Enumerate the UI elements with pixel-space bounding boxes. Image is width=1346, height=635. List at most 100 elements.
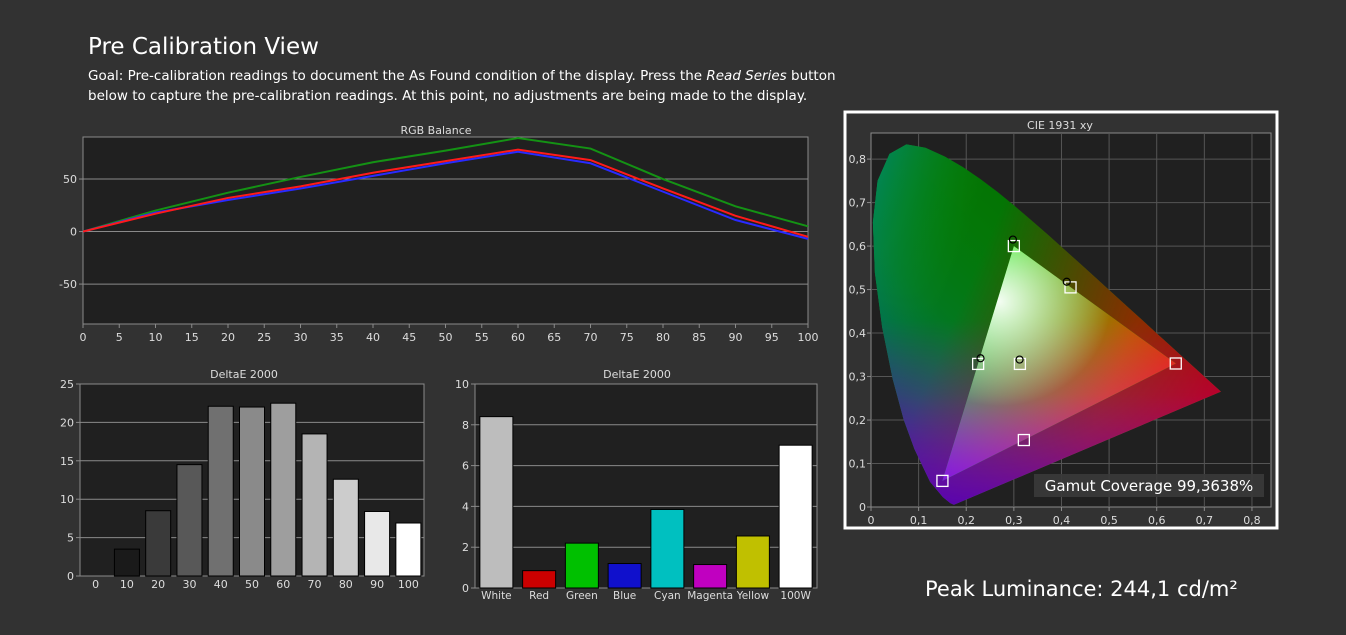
rgb-xtick-label: 95 (765, 331, 779, 344)
deltae-grayscale-title: DeltaE 2000 (210, 368, 278, 381)
read-series-emphasis: Read Series (706, 68, 787, 84)
cie-xtick-label: 0 (868, 514, 875, 527)
gray-bar (332, 478, 359, 577)
deltae-colors-title: DeltaE 2000 (603, 368, 671, 381)
gray-xtick-label: 90 (370, 578, 384, 591)
cie-xtick-label: 0,7 (1196, 514, 1214, 527)
color-xtick-label: Cyan (654, 590, 681, 602)
cie-xtick-label: 0,4 (1053, 514, 1071, 527)
cie-xtick-label: 0,6 (1148, 514, 1166, 527)
gamut-coverage-box (1034, 474, 1264, 497)
peak-luminance: Peak Luminance: 244,1 cd/m² (925, 577, 1238, 601)
gray-xtick-label: 100 (398, 578, 419, 591)
gray-bar (239, 406, 265, 577)
gray-xtick-label: 0 (92, 578, 99, 591)
gray-bar (145, 510, 172, 577)
cie-target-square (971, 357, 985, 371)
rgb-xtick-label: 10 (149, 331, 163, 344)
color-bar (693, 564, 728, 589)
gray-xtick-label: 50 (245, 578, 259, 591)
cie-target-square (936, 474, 949, 488)
color-ytick-label: 2 (462, 541, 469, 554)
gamut-coverage-label: Gamut Coverage 99,3638% (1045, 477, 1254, 495)
gray-xtick-label: 60 (276, 578, 290, 591)
cie-frame (843, 110, 1279, 530)
gray-bar (395, 522, 422, 577)
blue-balance-line (82, 150, 809, 240)
rgb-xtick-label: 50 (439, 331, 453, 344)
cie-xtick-label: 0,8 (1243, 514, 1261, 527)
color-bar (650, 508, 685, 589)
cie-target-square (1013, 357, 1027, 371)
rgb-xtick-label: 100 (798, 331, 819, 344)
rgb-xtick-label: 70 (584, 331, 598, 344)
rgb-xtick-label: 65 (547, 331, 561, 344)
cie-measured-point (1015, 355, 1024, 364)
cie-ytick-label: 0,7 (849, 197, 867, 210)
cie-ytick-label: 0,5 (849, 284, 867, 297)
page-title: Pre Calibration View (88, 34, 319, 60)
color-xtick-label: 100W (780, 590, 811, 602)
color-ytick-label: 4 (462, 500, 469, 513)
color-xtick-label: Blue (613, 590, 636, 602)
color-ytick-label: 6 (462, 460, 469, 473)
color-bar (479, 416, 514, 589)
rgb-xtick-label: 55 (475, 331, 489, 344)
color-bar (778, 444, 813, 589)
rgb-xtick-label: 35 (330, 331, 344, 344)
color-xtick-label: Green (566, 590, 598, 602)
gray-xtick-label: 20 (151, 578, 165, 591)
gray-ytick-label: 0 (67, 570, 74, 583)
rgb-balance-chart: RGB Balance 50 0 -50 0 5 10 15 20 25 30 35 40 45 50 55… (59, 124, 818, 344)
gray-xtick-label: 30 (182, 578, 196, 591)
deltae-colors-chart: DeltaE 2000 10 8 6 4 2 0 White Red Green Blue Cyan… (455, 368, 818, 602)
gray-bar (176, 464, 203, 577)
cie-ytick-label: 0 (859, 501, 866, 514)
rgb-xtick-label: 30 (294, 331, 308, 344)
cie-chart: CIE 1931 xy 0 0,1 0,2 0,3 0,4 0,5 0,6 0,7 0,8 0 0,… (843, 110, 1279, 530)
color-bar (522, 570, 557, 589)
cie-title: CIE 1931 xy (1027, 119, 1093, 132)
rgb-ytick-label: -50 (59, 278, 77, 291)
cie-ytick-label: 0,2 (849, 414, 867, 427)
color-xtick-label: Red (529, 590, 549, 602)
rgb-balance-title: RGB Balance (400, 124, 471, 137)
cie-xtick-label: 0,2 (957, 514, 975, 527)
color-xtick-label: White (481, 590, 512, 602)
color-xtick-label: Magenta (687, 590, 733, 602)
color-bar (564, 542, 599, 589)
gray-xtick-label: 40 (214, 578, 228, 591)
rgb-ytick-label: 0 (70, 226, 77, 239)
rgb-xtick-label: 60 (511, 331, 525, 344)
rgb-xtick-label: 45 (402, 331, 416, 344)
cie-measured-point (976, 354, 985, 363)
cie-measured-point (1008, 235, 1018, 244)
cie-measured-point (1062, 277, 1071, 286)
cie-ytick-label: 0,8 (849, 153, 867, 166)
gray-bar (207, 405, 234, 577)
cie-ytick-label: 0,6 (849, 240, 867, 253)
cie-target-square (1017, 433, 1031, 447)
gray-ytick-label: 25 (60, 378, 74, 391)
rgb-xtick-label: 15 (185, 331, 199, 344)
cie-ytick-label: 0,4 (849, 327, 867, 340)
rgb-xtick-label: 20 (221, 331, 235, 344)
color-ytick-label: 10 (455, 378, 469, 391)
gray-ytick-label: 15 (60, 455, 74, 468)
gray-xtick-label: 80 (339, 578, 353, 591)
cie-ytick-label: 0,3 (849, 371, 867, 384)
color-bar (735, 535, 770, 589)
cie-xtick-label: 0,5 (1100, 514, 1118, 527)
rgb-xtick-label: 25 (257, 331, 271, 344)
rgb-xtick-label: 5 (116, 331, 123, 344)
color-ytick-label: 0 (462, 582, 469, 595)
gray-bar (113, 548, 140, 577)
gray-bar (364, 510, 391, 577)
rgb-xtick-label: 80 (656, 331, 670, 344)
color-bar (607, 563, 642, 589)
rgb-xtick-label: 0 (80, 331, 87, 344)
gray-ytick-label: 5 (67, 532, 74, 545)
green-balance-line (82, 137, 809, 233)
rgb-xtick-label: 90 (729, 331, 743, 344)
